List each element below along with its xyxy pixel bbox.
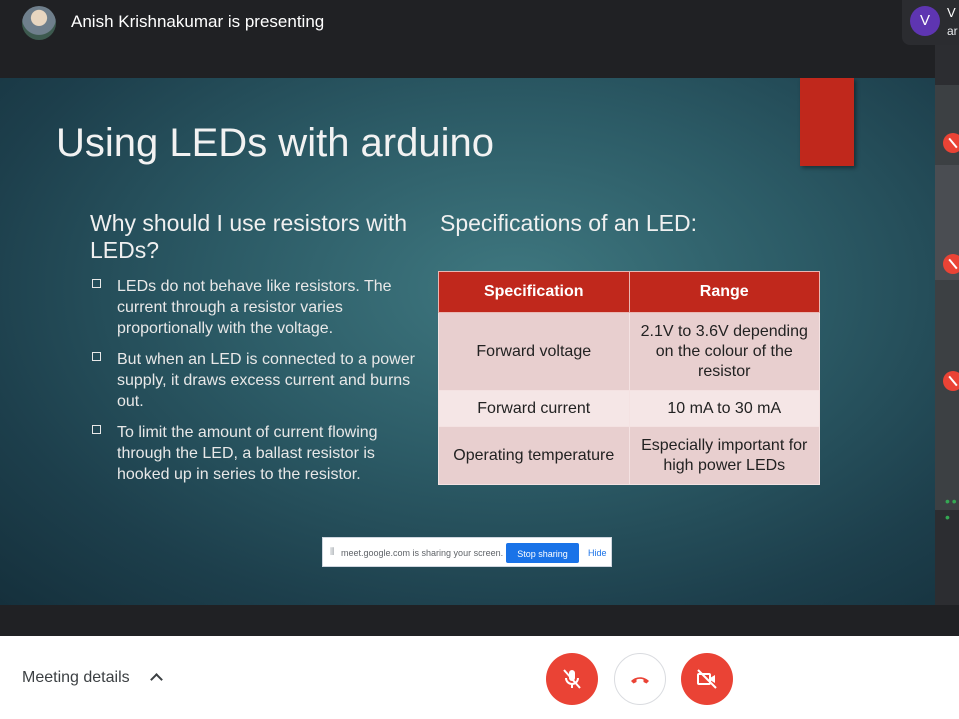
- table-row: Operating temperature Especially importa…: [438, 426, 820, 485]
- list-item: But when an LED is connected to a power …: [92, 349, 422, 412]
- table-cell: 2.1V to 3.6V depending on the colour of …: [628, 312, 820, 391]
- checkbox-bullet-icon: [92, 352, 101, 361]
- phone-hangup-icon: [631, 677, 649, 684]
- list-item: LEDs do not behave like resistors. The c…: [92, 276, 422, 339]
- mic-off-icon: [563, 669, 581, 689]
- presenter-avatar: [22, 6, 56, 40]
- spec-table: Specification Range Forward voltage 2.1V…: [438, 271, 820, 485]
- presenter-label: Anish Krishnakumar is presenting: [71, 12, 325, 31]
- self-avatar: V: [910, 6, 940, 36]
- bullet-list: LEDs do not behave like resistors. The c…: [92, 276, 422, 495]
- table-cell: Operating temperature: [438, 426, 630, 485]
- column-header: Specification: [438, 271, 630, 313]
- table-row: Forward current 10 mA to 30 mA: [438, 390, 820, 427]
- table-cell: 10 mA to 30 mA: [628, 390, 820, 427]
- column-header: Range: [628, 271, 820, 313]
- shared-slide: Using LEDs with arduino Why should I use…: [0, 78, 935, 605]
- mic-off-icon: [943, 133, 959, 153]
- self-tile[interactable]: V V ar: [902, 0, 959, 45]
- left-heading: Why should I use resistors with LEDs?: [90, 210, 408, 263]
- hide-link[interactable]: Hide: [588, 548, 607, 558]
- screen-share-notice: ⦀ meet.google.com is sharing your screen…: [322, 537, 612, 567]
- mic-off-icon: [943, 254, 959, 274]
- chevron-up-icon[interactable]: [150, 673, 163, 686]
- meeting-controls-bar: Meeting details: [0, 636, 959, 719]
- right-heading: Specifications of an LED:: [440, 210, 697, 236]
- camera-off-icon: [697, 669, 717, 689]
- table-cell: Forward current: [438, 390, 630, 427]
- slide-title: Using LEDs with arduino: [56, 121, 494, 165]
- meeting-details-button[interactable]: Meeting details: [22, 669, 130, 686]
- table-header-row: Specification Range: [438, 271, 820, 313]
- table-row: Forward voltage 2.1V to 3.6V depending o…: [438, 312, 820, 391]
- presenter-bar: Anish Krishnakumar is presenting V V ar: [0, 0, 959, 78]
- mic-off-icon: [943, 371, 959, 391]
- participant-strip: • • •: [935, 45, 959, 605]
- camera-toggle-button[interactable]: [681, 653, 733, 705]
- participant-tile[interactable]: [935, 280, 959, 510]
- self-name-partial-sub: ar: [947, 24, 958, 38]
- mic-toggle-button[interactable]: [546, 653, 598, 705]
- participant-tile[interactable]: [935, 165, 959, 280]
- list-item: To limit the amount of current flowing t…: [92, 422, 422, 485]
- slide-accent-block: [800, 78, 854, 166]
- share-message: meet.google.com is sharing your screen.: [341, 548, 504, 558]
- checkbox-bullet-icon: [92, 279, 101, 288]
- table-cell: Especially important for high power LEDs: [628, 426, 820, 485]
- table-cell: Forward voltage: [438, 312, 630, 391]
- stop-sharing-button[interactable]: Stop sharing: [506, 543, 579, 563]
- checkbox-bullet-icon: [92, 425, 101, 434]
- drag-handle-icon[interactable]: ⦀: [330, 547, 335, 558]
- self-name-partial: V: [947, 5, 956, 20]
- more-participants-icon[interactable]: • • •: [945, 493, 957, 525]
- participant-tile[interactable]: [935, 85, 959, 165]
- leave-call-button[interactable]: [614, 653, 666, 705]
